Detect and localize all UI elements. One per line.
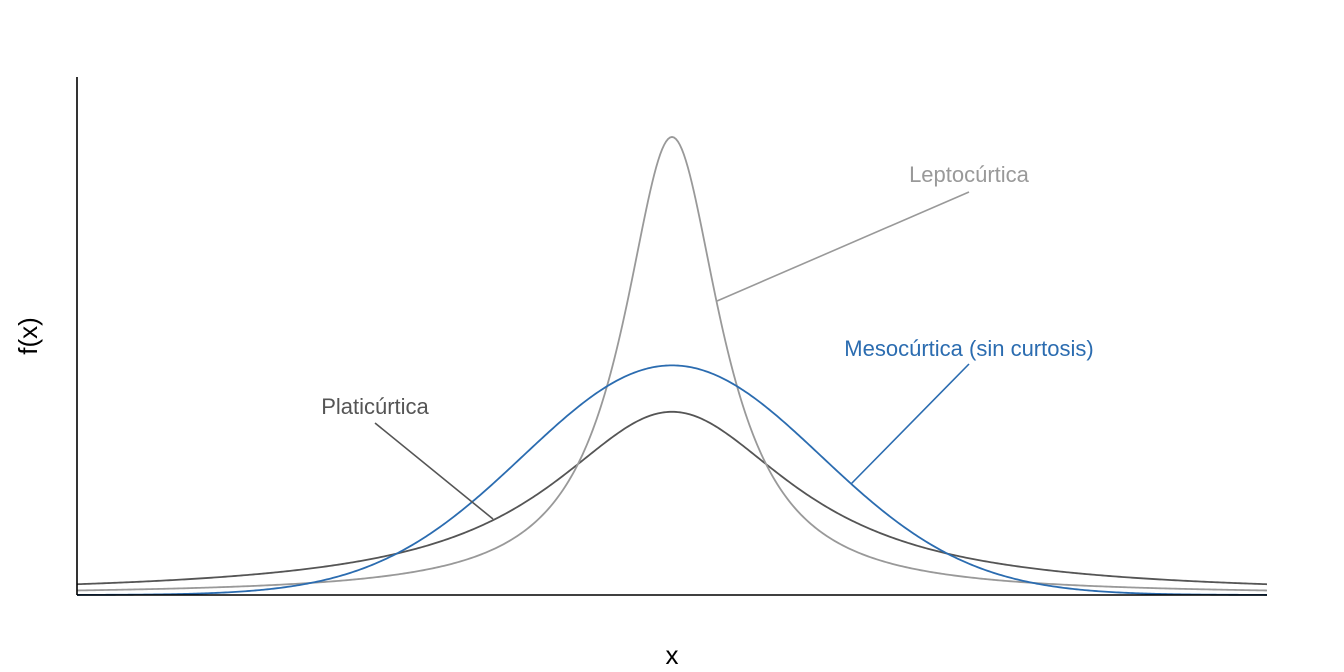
- series-line-0: [76, 410, 1268, 586]
- x-axis-label: x: [666, 640, 679, 670]
- y-axis-label: f(x): [13, 317, 43, 355]
- leader-line-platicurtica: [374, 422, 494, 520]
- curves: [76, 136, 1268, 596]
- series-line-2: [77, 364, 1267, 596]
- label-platicurtica: Platicúrtica: [321, 394, 429, 419]
- leader-line-mesocurtica: [850, 363, 970, 485]
- label-mesocurtica: Mesocúrtica (sin curtosis): [844, 336, 1093, 361]
- series-line-1: [76, 136, 1268, 592]
- annotations: Leptocúrtica Mesocúrtica (sin curtosis) …: [321, 162, 1094, 520]
- label-leptocurtica: Leptocúrtica: [909, 162, 1030, 187]
- leader-line-leptocurtica: [716, 191, 970, 302]
